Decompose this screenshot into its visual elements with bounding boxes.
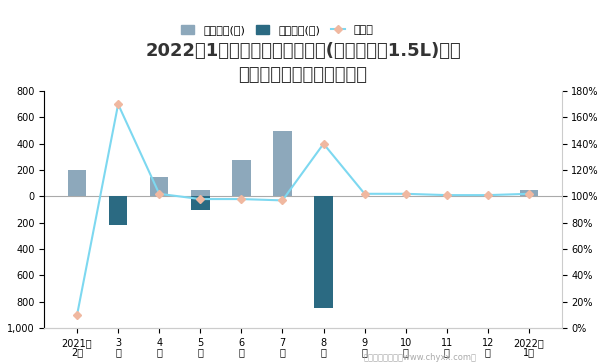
产销率 xyxy=(361,191,368,196)
Bar xyxy=(520,190,538,197)
Bar xyxy=(109,197,127,225)
Bar xyxy=(150,177,168,197)
产销率 xyxy=(402,191,409,196)
产销率 xyxy=(73,313,81,317)
Bar xyxy=(68,170,86,197)
产销率 xyxy=(279,198,286,203)
Text: 制图：智研咨询（www.chyxx.com）: 制图：智研咨询（www.chyxx.com） xyxy=(364,353,476,362)
产销率 xyxy=(156,191,163,196)
产销率 xyxy=(525,191,533,196)
产销率 xyxy=(238,197,245,201)
Bar xyxy=(315,197,333,308)
Bar xyxy=(191,190,210,197)
Bar xyxy=(191,197,210,210)
产销率 xyxy=(443,193,450,197)
Title: 2022年1月波罗旗下最畅销轿车(新波罗两厢1.5L)近一
年库存情况及产销率统计图: 2022年1月波罗旗下最畅销轿车(新波罗两厢1.5L)近一 年库存情况及产销率统… xyxy=(145,42,461,84)
Bar xyxy=(232,159,251,197)
Legend: 积压库存(辆), 清仓库存(辆), 产销率: 积压库存(辆), 清仓库存(辆), 产销率 xyxy=(176,21,378,40)
Line: 产销率: 产销率 xyxy=(75,102,531,318)
产销率 xyxy=(197,197,204,201)
产销率 xyxy=(115,102,122,106)
产销率 xyxy=(320,142,327,146)
Bar xyxy=(273,131,291,197)
产销率 xyxy=(484,193,491,197)
